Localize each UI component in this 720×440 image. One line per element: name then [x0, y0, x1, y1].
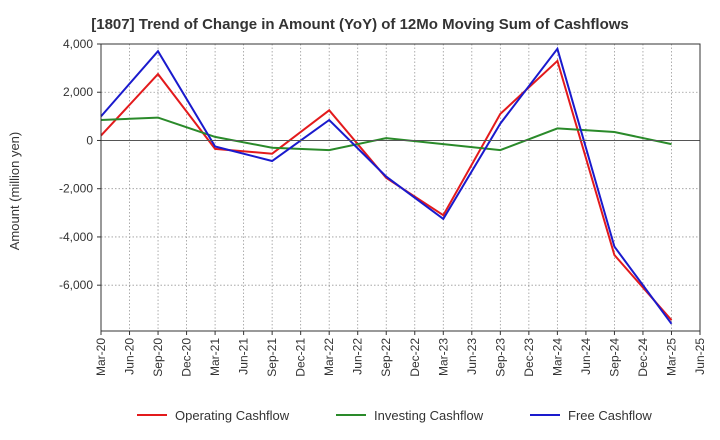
operating-cashflow-legend-label: Operating Cashflow: [175, 408, 290, 423]
x-tick-label: Sep-23: [493, 338, 507, 377]
investing-cashflow-legend-label: Investing Cashflow: [374, 408, 484, 423]
x-tick-label: Sep-24: [607, 338, 621, 377]
x-tick-label: Jun-21: [237, 338, 251, 375]
y-tick-label: -4,000: [59, 230, 93, 244]
x-tick-label: Jun-20: [123, 338, 137, 375]
x-tick-label: Mar-23: [436, 338, 450, 376]
x-tick-label: Mar-21: [208, 338, 222, 376]
legend: Operating Cashflow Investing Cashflow Free…: [137, 408, 652, 423]
y-axis-label: Amount (million yen): [7, 132, 22, 251]
y-tick-label: -2,000: [59, 182, 93, 196]
x-tick-label: Sep-21: [265, 338, 279, 377]
x-tick-label: Mar-25: [664, 338, 678, 376]
x-tick-label: Jun-22: [351, 338, 365, 375]
free-cashflow-legend-label: Free Cashflow: [568, 408, 652, 423]
x-tick-label: Dec-22: [408, 338, 422, 377]
x-tick-label: Mar-20: [94, 338, 108, 376]
grid-layer: [100, 43, 701, 331]
y-tick-label: 4,000: [63, 37, 93, 51]
axis-layer: 4,000 2,000 0 -2,000 -4,000 -6,000 Mar-20 Jun-2…: [59, 37, 707, 377]
x-tick-label: Jun-24: [579, 338, 593, 375]
operating-cashflow-line: [100, 59, 673, 321]
x-tick-label: Dec-20: [180, 338, 194, 377]
x-tick-label: Mar-24: [550, 338, 564, 376]
x-tick-label: Jun-23: [465, 338, 479, 375]
y-tick-label: -6,000: [59, 278, 93, 292]
y-tick-label: 0: [86, 133, 93, 147]
series-layer: [100, 46, 673, 325]
plot-frame: [100, 43, 701, 332]
x-tick-label: Jun-25: [693, 338, 707, 375]
x-tick-label: Mar-22: [322, 338, 336, 376]
x-tick-label: Dec-21: [294, 338, 308, 377]
investing-cashflow-line: [100, 116, 672, 152]
x-tick-label: Sep-20: [151, 338, 165, 377]
free-cashflow-line: [100, 46, 673, 325]
x-tick-label: Dec-23: [522, 338, 536, 377]
x-tick-label: Dec-24: [636, 338, 650, 377]
y-tick-label: 2,000: [63, 85, 93, 99]
chart-title: [1807] Trend of Change in Amount (YoY) o…: [91, 16, 629, 33]
x-tick-label: Sep-22: [379, 338, 393, 377]
